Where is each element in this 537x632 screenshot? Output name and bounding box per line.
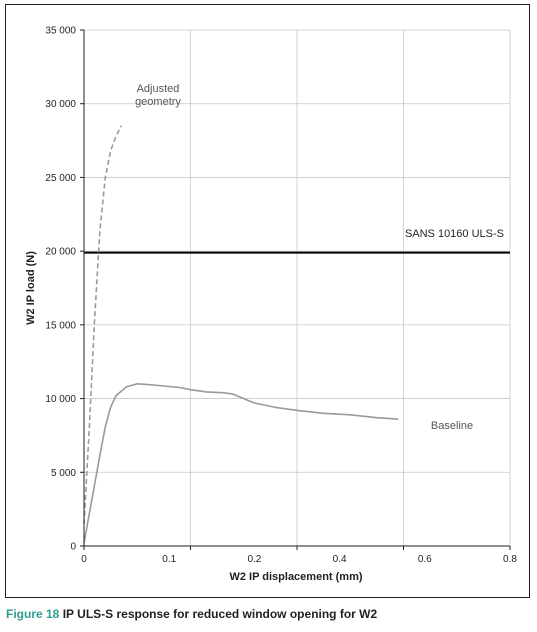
annotation-adjusted-line1: Adjusted xyxy=(137,83,180,95)
chart: 0 5 000 10 000 15 000 20 000 25 000 30 000 35 0… xyxy=(25,26,517,584)
y-axis-title: W2 IP load (N) xyxy=(25,251,37,325)
figure-caption: Figure 18 IP ULS-S response for reduced … xyxy=(6,607,377,621)
y-tick-label: 0 xyxy=(70,542,76,553)
x-tick-label: 0.8 xyxy=(503,554,517,565)
x-axis-title: W2 IP displacement (mm) xyxy=(229,571,362,583)
annotation-sans: SANS 10160 ULS-S xyxy=(405,228,504,240)
axes xyxy=(80,29,511,550)
x-tick-label: 0.1 xyxy=(162,554,176,565)
x-tick-label: 0.2 xyxy=(247,554,261,565)
series-line-baseline xyxy=(83,383,399,544)
figure-frame xyxy=(5,4,530,598)
series-line-adjusted-geometry xyxy=(83,125,123,524)
y-tick-label: 20 000 xyxy=(45,247,76,258)
y-tick-label: 35 000 xyxy=(45,26,76,37)
grid xyxy=(84,29,511,546)
y-tick-label: 10 000 xyxy=(45,394,76,405)
x-tick-label: 0 xyxy=(81,554,87,565)
annotation-baseline: Baseline xyxy=(431,420,473,432)
y-tick-label: 30 000 xyxy=(45,99,76,110)
y-tick-label: 5 000 xyxy=(51,468,76,479)
y-tick-label: 25 000 xyxy=(45,173,76,184)
annotation-adjusted-line2: geometry xyxy=(135,96,181,108)
x-tick-label: 0.4 xyxy=(333,554,347,565)
tick-labels: 0 5 000 10 000 15 000 20 000 25 000 30 000 35 0… xyxy=(45,26,517,566)
caption-label: Figure 18 xyxy=(6,607,60,621)
x-tick-label: 0.6 xyxy=(418,554,432,565)
caption-text: IP ULS-S response for reduced window ope… xyxy=(62,607,378,621)
series-layer xyxy=(83,125,399,544)
y-tick-label: 15 000 xyxy=(45,320,76,331)
